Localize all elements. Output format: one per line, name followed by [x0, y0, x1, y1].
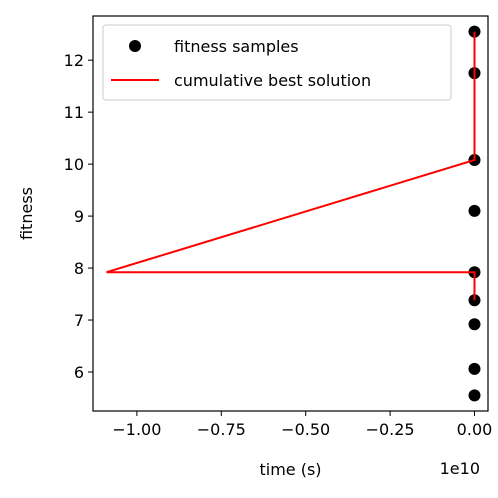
y-tick-label: 6: [74, 363, 84, 382]
x-axis-offset-label: 1e10: [440, 459, 480, 478]
fitness-sample-point: [468, 318, 481, 331]
y-tick-label: 10: [64, 155, 84, 174]
fitness-sample-point: [468, 389, 481, 402]
x-tick-label: −0.75: [197, 420, 246, 439]
y-tick-label: 12: [64, 51, 84, 70]
cumulative-best-line: [106, 31, 476, 301]
x-tick-label: 0.00: [457, 420, 493, 439]
y-tick-label: 7: [74, 311, 84, 330]
y-tick-label: 8: [74, 259, 84, 278]
y-axis-label: fitness: [17, 187, 36, 240]
x-tick-label: −0.25: [366, 420, 415, 439]
legend: fitness samples cumulative best solution: [102, 24, 452, 101]
fitness-sample-point: [468, 362, 481, 375]
x-axis-label: time (s): [259, 460, 321, 479]
fitness-sample-point: [468, 204, 481, 217]
legend-marker-fitness-samples: [129, 40, 141, 52]
ticks-layer: −1.00 −0.75 −0.50 −0.25 0.00 6 7 8 9 10 11 12: [64, 51, 493, 439]
y-tick-label: 9: [74, 207, 84, 226]
x-tick-label: −1.00: [112, 420, 161, 439]
legend-box: [102, 24, 452, 101]
x-tick-label: −0.50: [281, 420, 330, 439]
legend-label-fitness-samples: fitness samples: [174, 37, 299, 56]
legend-label-cumulative-best-solution: cumulative best solution: [174, 71, 371, 90]
plot-frame: [92, 15, 489, 412]
marks-layer: [106, 25, 481, 402]
y-tick-label: 11: [64, 103, 84, 122]
